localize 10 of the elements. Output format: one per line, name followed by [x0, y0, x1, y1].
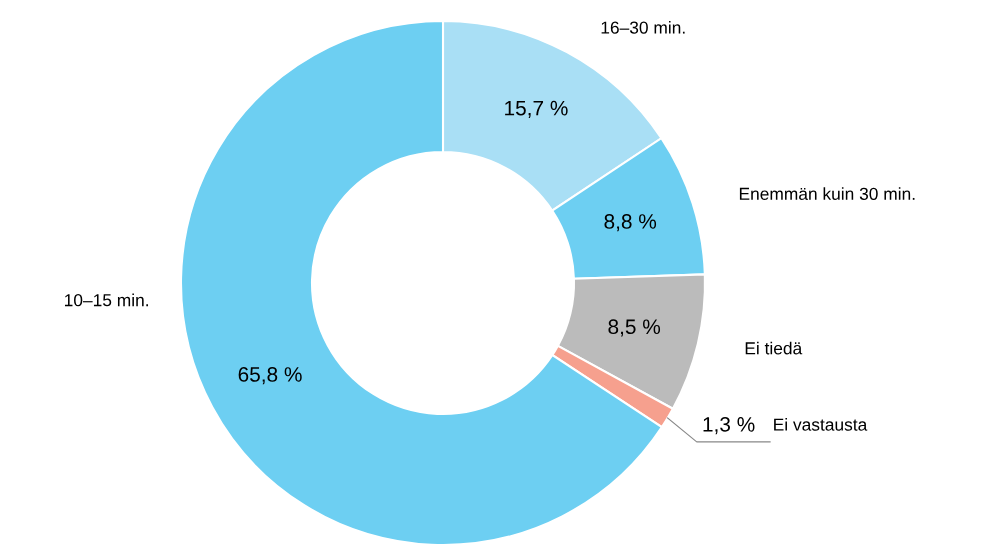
data-label: 15,7 %: [505, 100, 568, 118]
slice-label: Ei vastausta: [774, 418, 868, 431]
data-label: 65,8 %: [238, 367, 302, 385]
data-label: 8,5 %: [608, 319, 661, 337]
slice-label: 10–15 min.: [64, 293, 148, 307]
data-label: 8,8 %: [604, 214, 657, 232]
slice-label: 16–30 min.: [601, 20, 685, 34]
slice-label: Enemmän kuin 30 min.: [739, 187, 915, 200]
data-label: 1,3 %: [703, 416, 755, 435]
slice-label: Ei tiedä: [745, 341, 803, 355]
